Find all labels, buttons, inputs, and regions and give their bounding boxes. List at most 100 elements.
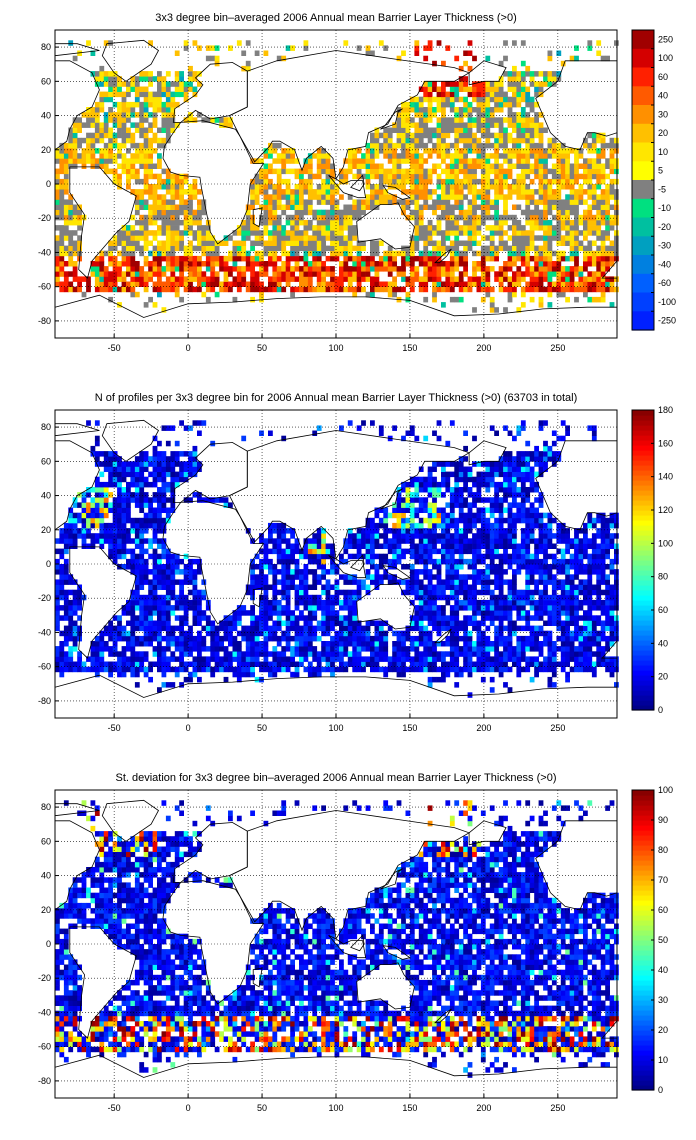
data-cell: [134, 178, 140, 185]
data-cell: [401, 271, 406, 277]
data-cell: [303, 548, 309, 555]
data-cell: [387, 153, 393, 159]
data-cell: [188, 86, 193, 92]
data-cell: [423, 266, 429, 272]
data-cell: [272, 261, 278, 267]
data-cell: [476, 214, 482, 221]
data-cell: [188, 564, 193, 570]
data-cell: [157, 158, 162, 164]
data-cell: [139, 225, 145, 231]
data-cell: [179, 615, 184, 621]
data-cell: [197, 461, 202, 467]
data-cell: [112, 471, 118, 478]
data-cell: [232, 255, 238, 262]
data-cell: [316, 148, 322, 154]
data-cell: [361, 271, 366, 277]
data-cell: [472, 194, 477, 200]
data-cell: [285, 569, 291, 575]
data-cell: [170, 625, 176, 632]
data-cell: [330, 286, 335, 293]
data-cell: [432, 240, 437, 246]
data-cell: [467, 230, 473, 236]
data-cell: [489, 266, 495, 272]
data-cell: [294, 569, 300, 575]
data-cell: [299, 173, 304, 180]
data-cell: [192, 615, 198, 621]
data-cell: [170, 461, 176, 467]
data-cell: [458, 122, 464, 128]
data-cell: [276, 225, 282, 231]
data-cell: [334, 189, 340, 195]
data-cell: [596, 286, 602, 293]
panel-profile-count: N of profiles per 3x3 degree bin for 200…: [0, 380, 696, 750]
data-cell: [143, 71, 149, 77]
data-cell: [600, 266, 606, 272]
data-cell: [343, 255, 349, 262]
data-cell: [134, 682, 140, 688]
data-cell: [165, 107, 171, 113]
data-cell: [174, 579, 180, 585]
data-cell: [214, 641, 220, 647]
data-cell: [312, 630, 318, 637]
data-cell: [268, 558, 273, 565]
data-cell: [529, 266, 535, 272]
data-cell: [303, 569, 309, 575]
data-cell: [268, 584, 273, 590]
data-cell: [467, 245, 473, 252]
data-cell: [316, 564, 322, 570]
data-cell: [432, 127, 437, 133]
data-cell: [250, 199, 255, 205]
data-cell: [449, 142, 455, 149]
data-cell: [143, 219, 149, 226]
data-cell: [108, 158, 113, 164]
data-cell: [161, 666, 167, 673]
data-cell: [157, 255, 162, 262]
data-cell: [609, 281, 615, 287]
data-cell: [414, 245, 420, 252]
data-cell: [414, 199, 420, 205]
data-cell: [609, 286, 615, 293]
data-cell: [161, 178, 167, 185]
data-cell: [547, 184, 553, 190]
data-cell: [250, 661, 255, 667]
data-cell: [325, 286, 331, 293]
data-cell: [436, 117, 442, 123]
coastline: [356, 202, 415, 250]
data-cell: [587, 148, 593, 154]
data-cell: [489, 255, 495, 262]
data-cell: [99, 543, 105, 549]
data-cell: [272, 589, 278, 596]
data-cell: [529, 240, 535, 246]
data-cell: [276, 276, 282, 282]
data-cell: [174, 641, 180, 647]
data-cell: [152, 271, 158, 277]
data-cell: [352, 599, 358, 606]
data-cell: [569, 199, 575, 205]
data-cell: [334, 656, 340, 662]
data-cell: [276, 610, 282, 616]
data-cell: [587, 163, 593, 169]
data-cell: [183, 286, 189, 293]
data-cell: [228, 641, 233, 647]
data-cell: [103, 158, 109, 164]
data-cell: [179, 173, 184, 180]
data-cell: [307, 245, 313, 252]
data-cell: [374, 271, 380, 277]
data-cell: [512, 96, 517, 103]
data-cell: [94, 440, 100, 447]
data-cell: [445, 266, 451, 272]
data-cell: [409, 276, 415, 282]
data-cell: [512, 71, 517, 77]
data-cell: [72, 625, 78, 632]
data-cell: [299, 184, 304, 190]
data-cell: [143, 168, 149, 175]
data-cell: [108, 281, 113, 287]
data-cell: [467, 101, 473, 108]
data-cell: [90, 512, 96, 519]
data-cell: [201, 250, 207, 257]
data-cell: [547, 291, 553, 298]
data-cell: [312, 635, 318, 642]
data-cell: [72, 512, 78, 519]
data-cell: [99, 635, 105, 642]
data-cell: [316, 184, 322, 190]
